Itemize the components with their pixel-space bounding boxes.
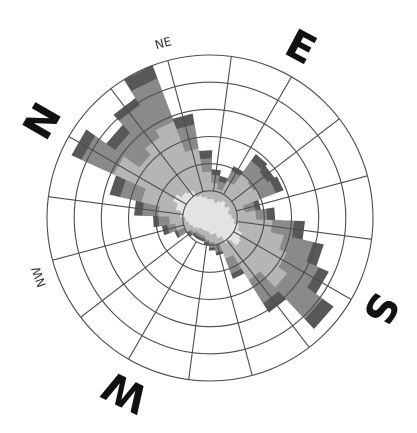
grid-spoke-5	[223, 76, 292, 195]
grid-spoke-10	[226, 239, 310, 348]
grid-spoke-3	[167, 60, 204, 192]
grid-spoke-1	[68, 136, 187, 205]
grid-spoke-7	[236, 175, 368, 212]
petal-bands	[71, 65, 334, 330]
grid-ring-5	[73, 81, 347, 355]
wind-band-4	[172, 190, 243, 246]
grid-ring-2	[155, 163, 265, 273]
direction-label-ne: NE	[153, 34, 173, 52]
grid-ring-3	[127, 135, 293, 301]
direction-label-s: S	[353, 285, 407, 332]
direction-label-w: W	[95, 361, 155, 422]
grid-spoke-8	[236, 220, 372, 240]
grid-spoke-14	[80, 234, 189, 318]
grid-spoke-6	[231, 118, 340, 202]
grid-spoke-13	[128, 241, 197, 360]
grid-spoke-15	[52, 224, 184, 261]
grid-spoke-16	[48, 196, 184, 216]
direction-label-n: N	[15, 96, 72, 148]
grid-spoke-9	[233, 231, 352, 300]
direction-label-e: E	[278, 21, 324, 74]
direction-label-nw: NW	[29, 265, 49, 289]
grid-spoke-12	[188, 244, 208, 380]
grid-spoke-11	[216, 244, 253, 376]
grid-ring-4	[100, 108, 320, 328]
grid-spoke-2	[110, 88, 194, 197]
grid-spoke-4	[212, 56, 232, 192]
polar-grid	[46, 54, 374, 382]
grid-ring-6	[46, 54, 374, 382]
grid-ring-1	[182, 190, 238, 246]
